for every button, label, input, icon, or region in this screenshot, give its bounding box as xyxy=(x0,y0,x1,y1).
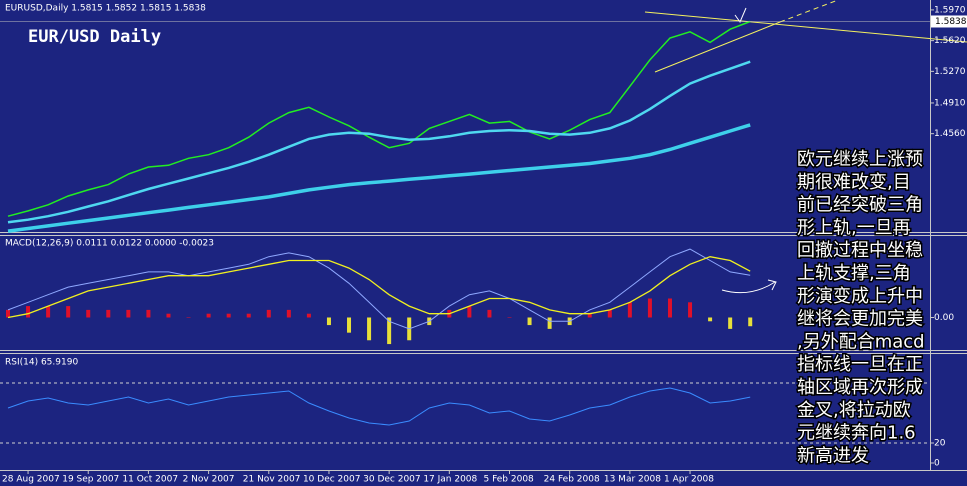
histogram-bar xyxy=(347,317,352,333)
y-tick-label: 1.5270 xyxy=(934,67,966,77)
annotation-line: 回撤过程中坐稳 xyxy=(797,240,923,261)
histogram-bar xyxy=(387,317,392,345)
header: EURUSD,Daily 1.5815 1.5852 1.5815 1.5838 xyxy=(5,4,206,14)
pane-borders xyxy=(0,0,967,471)
rsi-title: RSI(14) 65.9190 xyxy=(5,358,78,368)
trendlines xyxy=(644,0,967,294)
histogram-bar xyxy=(667,298,672,318)
annotation-line: 前已经突破三角 xyxy=(797,195,923,216)
annotation-line: 金叉,将拉动欧 xyxy=(797,400,911,421)
annotation-line: 形上轨,一旦再 xyxy=(797,217,911,238)
x-tick-label: 1 Apr 2008 xyxy=(664,475,714,485)
y-tick-label: 0.00 xyxy=(934,313,954,323)
histogram-bar xyxy=(728,317,733,329)
histogram-bar xyxy=(547,317,552,329)
x-tick-label: 10 Dec 2007 xyxy=(303,475,361,485)
x-tick-label: 24 Feb 2008 xyxy=(544,475,600,485)
series-line xyxy=(7,256,751,319)
histogram-bar xyxy=(467,306,472,318)
series-line xyxy=(7,248,751,330)
x-tick-label: 11 Oct 2007 xyxy=(122,475,178,485)
x-tick-label: 21 Nov 2007 xyxy=(243,475,301,485)
histogram-bar xyxy=(226,313,231,318)
histogram-bar xyxy=(306,313,311,318)
y-tick-label: 1.5620 xyxy=(934,36,966,46)
histogram-bar xyxy=(688,302,693,318)
annotation-line: ,另外配合macd xyxy=(797,331,925,352)
histogram-bar xyxy=(286,309,291,318)
macd-title: MACD(12,26,9) 0.0111 0.0122 0.0000 -0.00… xyxy=(5,239,214,249)
annotation-line: 上轨支撑,三角 xyxy=(797,263,911,284)
y-tick-label: 0 xyxy=(934,459,940,469)
overlay-title: EUR/USD Daily xyxy=(28,27,161,47)
annotation-line: 元继续奔向1.6 xyxy=(797,423,916,444)
annotation-line: 轴区域再次形成 xyxy=(797,377,923,398)
x-tick-label: 17 Jan 2008 xyxy=(423,475,477,485)
histogram-bar xyxy=(6,309,10,318)
y-tick-label: 1.5970 xyxy=(934,5,966,15)
histogram-bar xyxy=(46,306,51,318)
histogram-bar xyxy=(126,309,131,318)
histogram-bar xyxy=(86,309,91,318)
histogram-bar xyxy=(587,313,592,318)
price-marker-label: 1.5838 xyxy=(935,17,967,27)
annotation-line: 形演变成上升中 xyxy=(797,286,923,307)
histogram-bar xyxy=(708,317,713,322)
histogram-bar xyxy=(166,313,171,318)
histogram-bar xyxy=(367,317,372,341)
annotation-line: 新高进发 xyxy=(797,445,869,466)
series-line xyxy=(7,20,751,217)
histogram-bar xyxy=(246,313,251,318)
histogram-bar xyxy=(507,317,512,318)
price-marker-box xyxy=(931,15,967,28)
histogram-bar xyxy=(186,317,191,318)
series-line xyxy=(7,60,751,224)
histogram-bar xyxy=(748,317,753,327)
annotation-line: 指标线一旦在正 xyxy=(797,354,923,375)
histogram-bar xyxy=(146,309,151,318)
histogram-bar xyxy=(266,309,271,318)
histogram-bar xyxy=(647,298,652,318)
series-line xyxy=(7,123,751,233)
y-tick-label: 20 xyxy=(934,439,946,449)
x-tick-label: 30 Dec 2007 xyxy=(363,475,421,485)
x-tick-label: 5 Feb 2008 xyxy=(484,475,535,485)
histogram-bar xyxy=(206,313,211,318)
x-tick-label: 2 Nov 2007 xyxy=(183,475,235,485)
histogram-bar xyxy=(527,317,532,326)
histogram-bar xyxy=(487,309,492,318)
histogram-bar xyxy=(326,317,331,326)
histogram-bar xyxy=(26,306,31,318)
histogram-bar xyxy=(106,309,111,318)
annotation-line: 期很难改变,目 xyxy=(797,172,911,193)
x-tick-label: 28 Aug 2007 xyxy=(2,475,60,485)
series-line xyxy=(7,387,751,426)
y-tick-label: 1.4560 xyxy=(934,129,966,139)
annotation-line: 欧元继续上涨预 xyxy=(797,149,923,170)
annotation-line: 继将会更加完美 xyxy=(797,309,923,330)
histogram-bar xyxy=(607,309,612,318)
histogram-bar xyxy=(66,306,71,318)
y-tick-label: 1.4910 xyxy=(934,98,966,108)
histogram-bar xyxy=(627,302,632,318)
x-tick-label: 13 Mar 2008 xyxy=(604,475,661,485)
x-tick-label: 19 Sep 2007 xyxy=(62,475,119,485)
